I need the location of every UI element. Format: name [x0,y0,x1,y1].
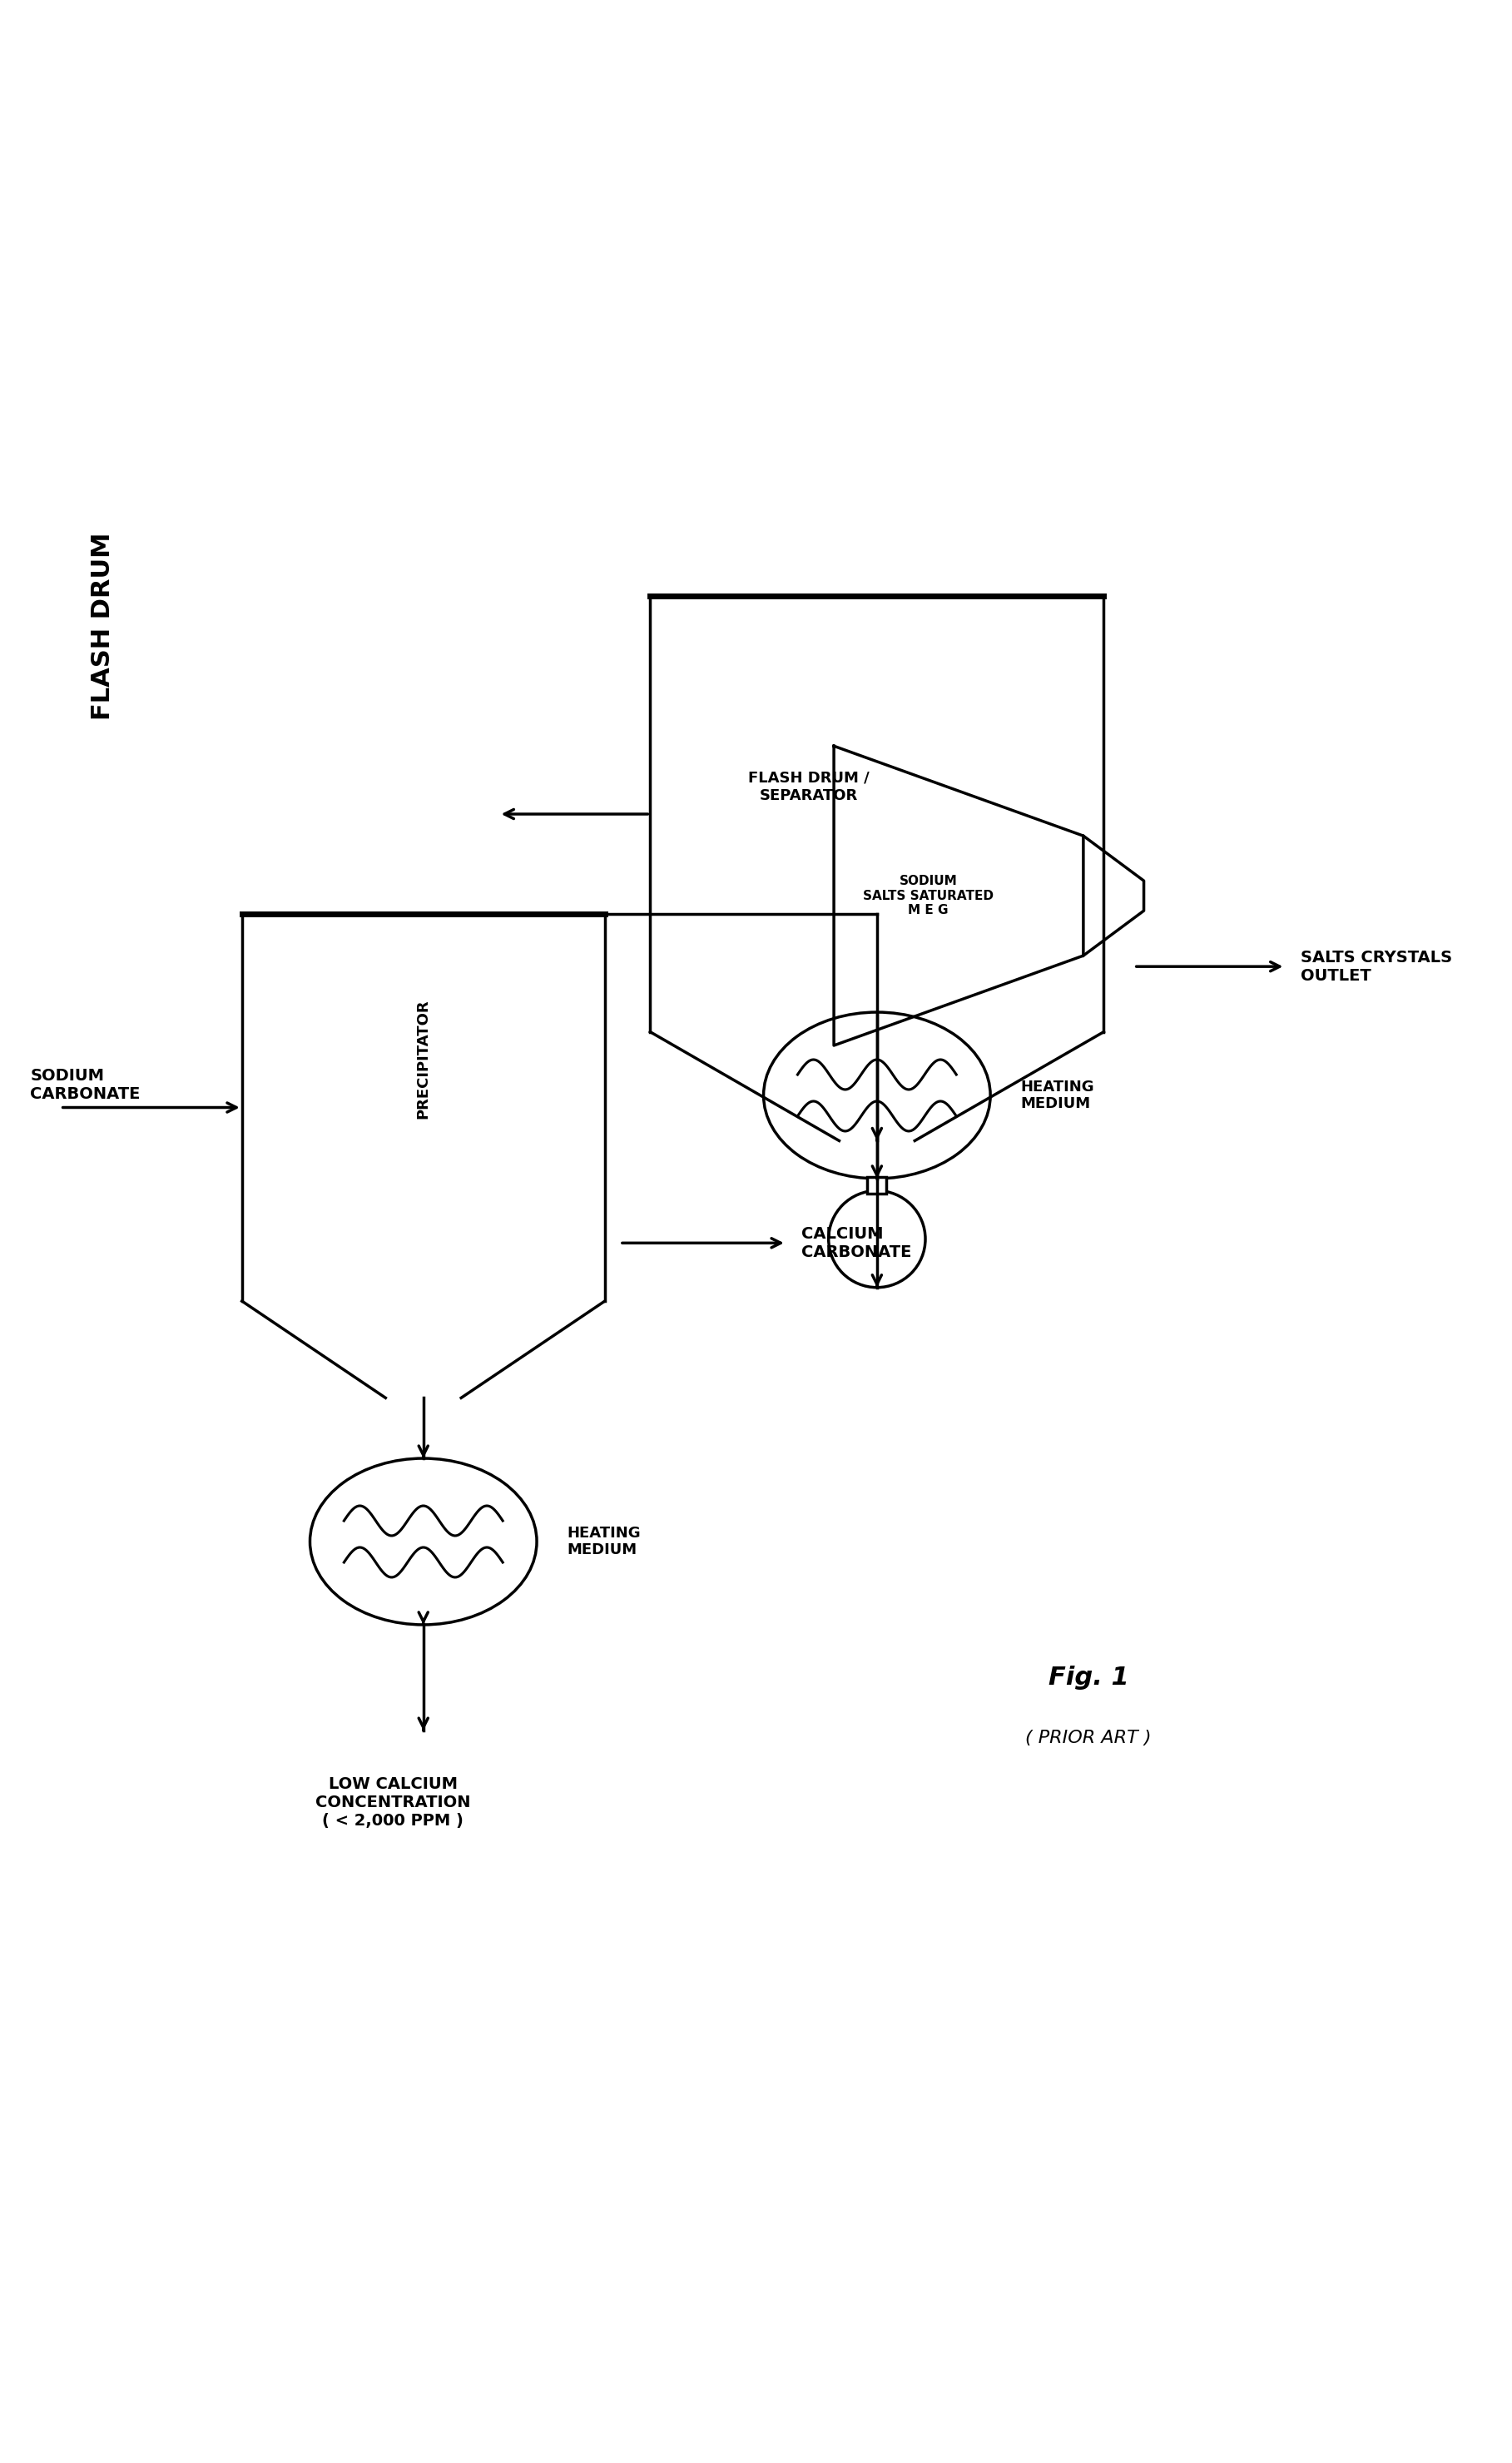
Text: PRECIPITATOR: PRECIPITATOR [416,1000,431,1118]
Text: CALCIUM
CARBONATE: CALCIUM CARBONATE [801,1227,912,1261]
Text: HEATING
MEDIUM: HEATING MEDIUM [567,1525,641,1557]
Text: LOW CALCIUM
CONCENTRATION
( < 2,000 PPM ): LOW CALCIUM CONCENTRATION ( < 2,000 PPM … [316,1776,470,1828]
Text: Fig. 1: Fig. 1 [1048,1665,1129,1690]
Text: ( PRIOR ART ): ( PRIOR ART ) [1025,1729,1152,1746]
Text: HEATING
MEDIUM: HEATING MEDIUM [1021,1079,1095,1111]
Text: SODIUM
CARBONATE: SODIUM CARBONATE [30,1069,141,1101]
Text: SODIUM
SALTS SATURATED
M E G: SODIUM SALTS SATURATED M E G [863,874,993,916]
Text: SALTS CRYSTALS
OUTLET: SALTS CRYSTALS OUTLET [1300,948,1452,983]
Text: FLASH DRUM /
SEPARATOR: FLASH DRUM / SEPARATOR [748,771,869,803]
Text: FLASH DRUM: FLASH DRUM [91,532,115,719]
Bar [868,1177,886,1195]
